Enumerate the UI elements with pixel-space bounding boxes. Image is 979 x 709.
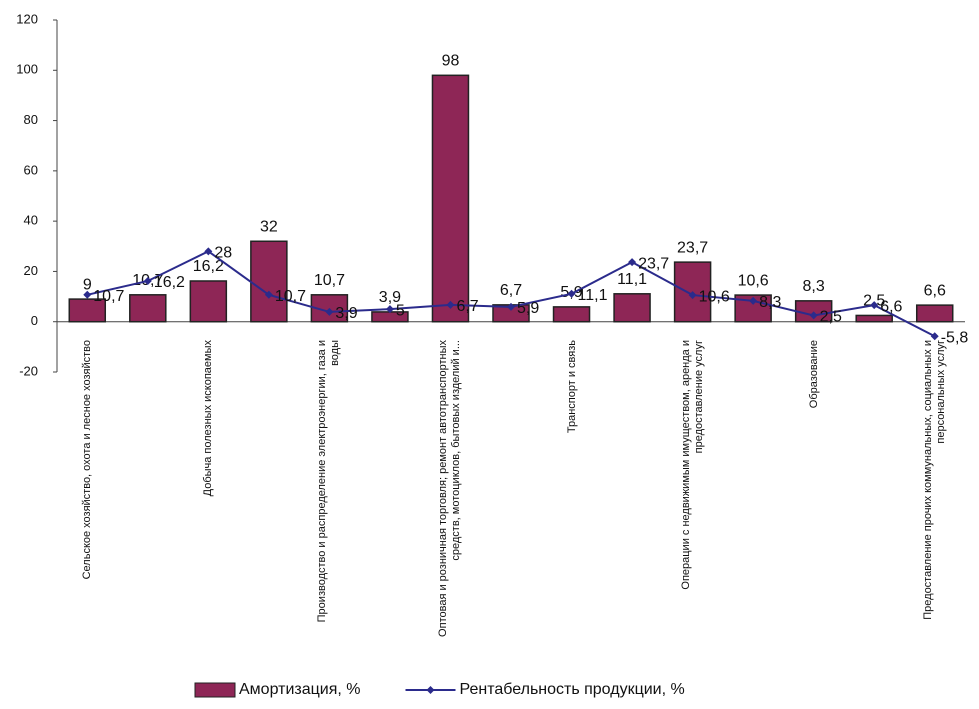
data-label: 5 bbox=[396, 302, 405, 319]
data-label: 28 bbox=[214, 245, 232, 262]
data-label: -5,8 bbox=[941, 330, 969, 347]
data-label: 11,1 bbox=[617, 271, 647, 288]
line-marker bbox=[446, 300, 455, 309]
x-tick-label: Сельское хозяйство, охота и лесное хозяй… bbox=[80, 340, 93, 580]
data-label: 98 bbox=[442, 53, 460, 70]
data-label: 16,2 bbox=[193, 258, 224, 275]
y-tick-label: -20 bbox=[19, 363, 38, 378]
x-tick-label: Производство и распределение электроэнер… bbox=[316, 340, 342, 623]
bar bbox=[552, 306, 591, 323]
data-label: 2,5 bbox=[820, 309, 842, 326]
line-marker bbox=[325, 307, 334, 316]
x-tick-label: Предоставление прочих коммунальных, соци… bbox=[921, 340, 947, 620]
line-marker bbox=[507, 302, 515, 311]
y-tick-label: 80 bbox=[24, 112, 38, 127]
data-label: 9 bbox=[83, 276, 92, 293]
data-label: 23,7 bbox=[677, 239, 708, 256]
bar bbox=[613, 293, 651, 323]
data-label: 6,7 bbox=[456, 298, 478, 315]
bar bbox=[68, 298, 107, 323]
x-tick-label: Добыча полезных ископаемых bbox=[201, 340, 214, 497]
data-label: 3,9 bbox=[379, 289, 401, 306]
y-tick-label: 40 bbox=[24, 213, 38, 228]
line-marker bbox=[688, 291, 697, 300]
line-marker bbox=[809, 311, 818, 320]
x-tick-label: Транспорт и связь bbox=[565, 340, 578, 434]
x-tick-label: Оптовая и розничная торговля; ремонт авт… bbox=[437, 340, 463, 637]
bar bbox=[250, 240, 288, 323]
line-marker bbox=[204, 247, 213, 256]
data-label: 11,1 bbox=[578, 287, 608, 304]
data-label: 10,7 bbox=[93, 288, 124, 305]
data-label: 6,7 bbox=[500, 282, 522, 299]
y-tick-label: 0 bbox=[31, 313, 38, 328]
data-label: 6,6 bbox=[924, 282, 946, 299]
data-label: 10,7 bbox=[314, 272, 345, 289]
line-marker bbox=[385, 305, 394, 314]
line-marker bbox=[930, 332, 939, 341]
legend-label: Рентабельность продукции, % bbox=[460, 681, 685, 698]
data-label: 3,9 bbox=[335, 305, 357, 322]
data-label: 10,6 bbox=[699, 288, 730, 305]
line-marker bbox=[567, 289, 576, 298]
legend-label: Амортизация, % bbox=[239, 681, 361, 698]
bar bbox=[129, 294, 167, 323]
y-tick-label: 100 bbox=[16, 62, 38, 77]
line-marker bbox=[143, 276, 152, 285]
legend-swatch bbox=[194, 682, 236, 698]
data-label: 32 bbox=[260, 218, 278, 235]
line-marker bbox=[264, 290, 273, 299]
data-label: 8,3 bbox=[759, 294, 781, 311]
data-label: 10,7 bbox=[275, 288, 306, 305]
bar bbox=[431, 74, 470, 323]
x-tick-label: Операции с недвижимым имуществом, аренда… bbox=[679, 340, 705, 590]
y-tick-label: 60 bbox=[24, 162, 38, 177]
bar bbox=[915, 304, 954, 323]
legend-swatch bbox=[426, 686, 435, 694]
bar bbox=[855, 314, 893, 323]
line-marker bbox=[749, 296, 758, 305]
data-label: 16,2 bbox=[154, 274, 185, 291]
y-tick-label: 20 bbox=[24, 263, 38, 278]
line-marker bbox=[628, 258, 637, 267]
data-label: 10,6 bbox=[738, 272, 769, 289]
data-label: 5,9 bbox=[517, 300, 539, 317]
line-marker bbox=[83, 290, 92, 299]
x-tick-label: Образование bbox=[807, 340, 820, 409]
line-marker bbox=[870, 301, 879, 310]
data-label: 6,6 bbox=[880, 298, 902, 315]
data-label: 8,3 bbox=[803, 278, 825, 295]
bar bbox=[189, 280, 228, 323]
y-tick-label: 120 bbox=[16, 11, 38, 26]
data-label: 23,7 bbox=[638, 255, 669, 272]
